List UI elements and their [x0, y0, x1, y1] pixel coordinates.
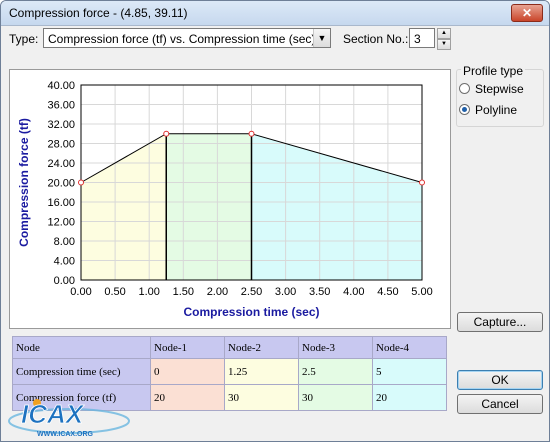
table-cell[interactable]: 2.5 — [298, 358, 373, 385]
segment-fill — [251, 133, 422, 280]
x-tick-label: 4.50 — [377, 286, 398, 298]
y-tick-label: 8.00 — [54, 236, 75, 248]
radio-polyline-indicator — [459, 104, 470, 115]
data-point — [163, 130, 170, 137]
radio-stepwise-indicator — [459, 83, 470, 94]
chart-panel: 0.00 4.00 8.00 12.00 16.00 20.00 24.00 28.00 32.… — [9, 69, 451, 329]
section-number-input[interactable]: 3 — [409, 28, 435, 48]
logo-subtext: WWW.ICAX.ORG — [37, 431, 94, 438]
radio-stepwise-label: Stepwise — [475, 82, 524, 96]
header-cell: Node-1 — [150, 336, 225, 359]
table-cell[interactable]: 20 — [372, 384, 447, 411]
cancel-button[interactable]: Cancel — [457, 394, 543, 414]
table-cell[interactable]: 30 — [298, 384, 373, 411]
type-label: Type: — [9, 32, 39, 46]
radio-polyline[interactable]: Polyline — [459, 102, 543, 118]
table-cell[interactable]: 1.25 — [224, 358, 299, 385]
x-tick-label: 5.00 — [411, 286, 432, 298]
table-cell[interactable]: 0 — [150, 358, 225, 385]
row-label: Compression time (sec) — [12, 358, 151, 385]
type-dropdown-value: Compression force (tf) vs. Compression t… — [48, 32, 316, 46]
y-tick-label: 16.00 — [47, 197, 75, 209]
header-cell: Node-3 — [298, 336, 373, 359]
data-point — [419, 179, 425, 186]
close-icon[interactable]: ✕ — [511, 4, 543, 22]
table-row: Compression force (tf) 20 30 30 20 — [12, 384, 447, 411]
y-axis-label: Compression force (tf) — [17, 118, 31, 247]
type-dropdown[interactable]: Compression force (tf) vs. Compression t… — [43, 28, 331, 48]
x-tick-label: 0.00 — [70, 286, 91, 298]
section-number-spinner: ▲ ▼ — [437, 28, 451, 50]
title-bar: Compression force - (4.85, 39.11) ✕ — [1, 1, 549, 26]
radio-polyline-label: Polyline — [475, 103, 518, 117]
spin-down-icon[interactable]: ▼ — [437, 39, 451, 50]
table-cell[interactable]: 5 — [372, 358, 447, 385]
y-tick-label: 4.00 — [54, 256, 75, 268]
ok-button[interactable]: OK — [457, 370, 543, 390]
window-title: Compression force - (4.85, 39.11) — [9, 6, 188, 20]
header-cell: Node-4 — [372, 336, 447, 359]
y-tick-label: 24.00 — [47, 158, 75, 170]
profile-type-title: Profile type — [461, 64, 526, 78]
x-tick-label: 1.50 — [173, 286, 194, 298]
table-cell[interactable]: 30 — [224, 384, 299, 411]
data-point — [248, 130, 255, 137]
x-tick-label: 1.00 — [138, 286, 159, 298]
x-tick-label: 0.50 — [104, 286, 125, 298]
segment-fill — [81, 133, 167, 280]
spin-up-icon[interactable]: ▲ — [437, 28, 451, 39]
segment-fill — [166, 133, 252, 280]
chevron-down-icon[interactable]: ▼ — [313, 29, 330, 47]
table-cell[interactable]: 20 — [150, 384, 225, 411]
header-cell: Node-2 — [224, 336, 299, 359]
series-line — [80, 133, 423, 183]
x-tick-label: 2.00 — [207, 286, 228, 298]
section-label: Section No.: — [343, 32, 409, 46]
table-header-row: Node Node-1 Node-2 Node-3 Node-4 — [12, 336, 447, 359]
x-tick-label: 4.00 — [343, 286, 364, 298]
capture-button[interactable]: Capture... — [457, 312, 543, 332]
x-tick-label: 2.50 — [241, 286, 262, 298]
y-tick-label: 32.00 — [47, 119, 75, 131]
logo-text: ICAX — [21, 399, 85, 429]
section-number-value: 3 — [414, 32, 421, 46]
radio-stepwise[interactable]: Stepwise — [459, 81, 543, 97]
y-tick-label: 20.00 — [47, 178, 75, 190]
y-tick-label: 0.00 — [54, 275, 75, 287]
y-tick-label: 12.00 — [47, 217, 75, 229]
node-table: Node Node-1 Node-2 Node-3 Node-4 Compres… — [12, 336, 447, 411]
y-tick-label: 40.00 — [47, 80, 75, 92]
y-tick-label: 28.00 — [47, 139, 75, 151]
header-cell: Node — [12, 336, 151, 359]
icax-logo: ICAX WWW.ICAX.ORG — [8, 399, 130, 438]
data-point — [78, 179, 84, 186]
x-axis-label: Compression time (sec) — [183, 305, 319, 319]
table-row: Compression time (sec) 0 1.25 2.5 5 — [12, 358, 447, 385]
x-tick-label: 3.00 — [275, 286, 296, 298]
y-tick-label: 36.00 — [47, 100, 75, 112]
chart: 0.00 4.00 8.00 12.00 16.00 20.00 24.00 28.00 32.… — [17, 80, 433, 319]
x-tick-label: 3.50 — [309, 286, 330, 298]
